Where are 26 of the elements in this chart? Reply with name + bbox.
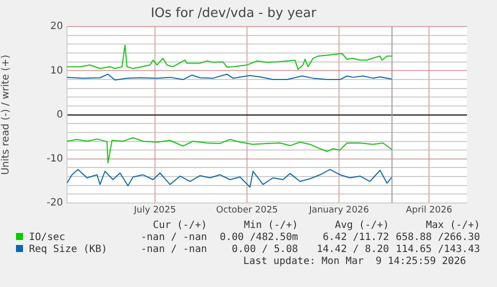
- x-tick-label: April 2026: [406, 206, 452, 216]
- text: 14.42 / 8.20: [316, 244, 389, 256]
- x-tick-label: October 2025: [216, 206, 278, 216]
- chart-title: IOs for /dev/vda - by year: [150, 6, 317, 22]
- legend-label: Req Size (KB): [28, 244, 108, 256]
- text: Last update: Mon Mar 9 14:25:59 2026: [242, 256, 466, 268]
- y-axis-title: Units read (-) / write (+): [0, 54, 12, 175]
- y-tick-label: -10: [46, 153, 63, 164]
- text: 6.42 /11.72: [322, 232, 389, 244]
- text: 0.00 /482.50m: [218, 232, 298, 244]
- text: Cur (-/+): [152, 220, 207, 232]
- text: 0.00 / 5.08: [230, 244, 298, 256]
- text: 114.65 /143.43: [394, 244, 480, 256]
- text: 658.88 /266.30: [394, 232, 480, 244]
- y-tick-label: 0: [56, 109, 63, 120]
- text: -nan / -nan: [140, 232, 207, 244]
- x-tick-label: January 2026: [308, 206, 370, 216]
- text: Avg (-/+): [334, 220, 389, 232]
- legend-label: IO/sec: [28, 232, 66, 244]
- y-tick-label: -20: [46, 198, 63, 209]
- y-tick-label: 10: [50, 65, 63, 76]
- text: -nan / -nan: [140, 244, 207, 256]
- text: Max (-/+): [424, 220, 480, 232]
- text: Min (-/+): [242, 220, 298, 232]
- y-tick-label: 20: [50, 21, 63, 32]
- x-tick-label: July 2025: [133, 206, 176, 216]
